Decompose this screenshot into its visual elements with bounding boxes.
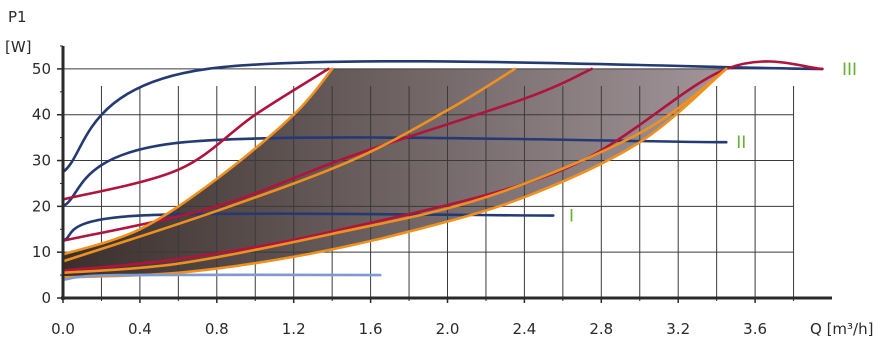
speed-label: III (842, 60, 857, 80)
x-tick-label: 3.2 (666, 320, 690, 338)
operating-area-layer (63, 68, 727, 278)
y-tick-label: 20 (32, 197, 51, 215)
y-tick-label: 40 (32, 106, 51, 124)
series-line-orange (61, 67, 728, 275)
series-line-red (61, 67, 593, 243)
y-tick-label: 30 (32, 152, 51, 170)
x-tick-label: 2.4 (512, 320, 536, 338)
y-axis-unit: [W] (5, 38, 32, 56)
series-layer (61, 59, 824, 281)
x-tick-label: 1.2 (282, 320, 306, 338)
x-tick-label: 0.0 (51, 320, 75, 338)
y-tick-label: 0 (41, 289, 51, 307)
series-line-red (61, 67, 330, 201)
x-tick-label: 0.8 (205, 320, 229, 338)
y-axis-title: P1 (8, 8, 27, 26)
x-tick-label: 2.0 (436, 320, 460, 338)
x-tick-label: 3.6 (743, 320, 767, 338)
axis-layer: 0 10 20 30 40 50 0.0 0.4 0.8 1.2 1.6 2.0 2.4 2.8 3.2 3.… (32, 45, 832, 338)
x-axis-title: Q [m³/h] (810, 320, 873, 338)
speed-label: I (569, 207, 574, 227)
x-tick-label: 1.6 (359, 320, 383, 338)
series-line-orange (61, 67, 517, 263)
y-tick-label: 10 (32, 243, 51, 261)
x-tick-label: 0.4 (128, 320, 152, 338)
series-line-navy (61, 136, 728, 208)
series-line-navy (61, 59, 824, 174)
series-line-navy (61, 212, 555, 243)
x-tick-label: 2.8 (589, 320, 613, 338)
y-tick-label: 50 (32, 60, 51, 78)
series-line-blue (61, 273, 382, 281)
speed-label: II (736, 133, 746, 153)
series-line-orange (61, 67, 728, 279)
operating-area (63, 68, 727, 278)
series-line-orange (61, 67, 334, 256)
grid-layer (63, 68, 795, 298)
